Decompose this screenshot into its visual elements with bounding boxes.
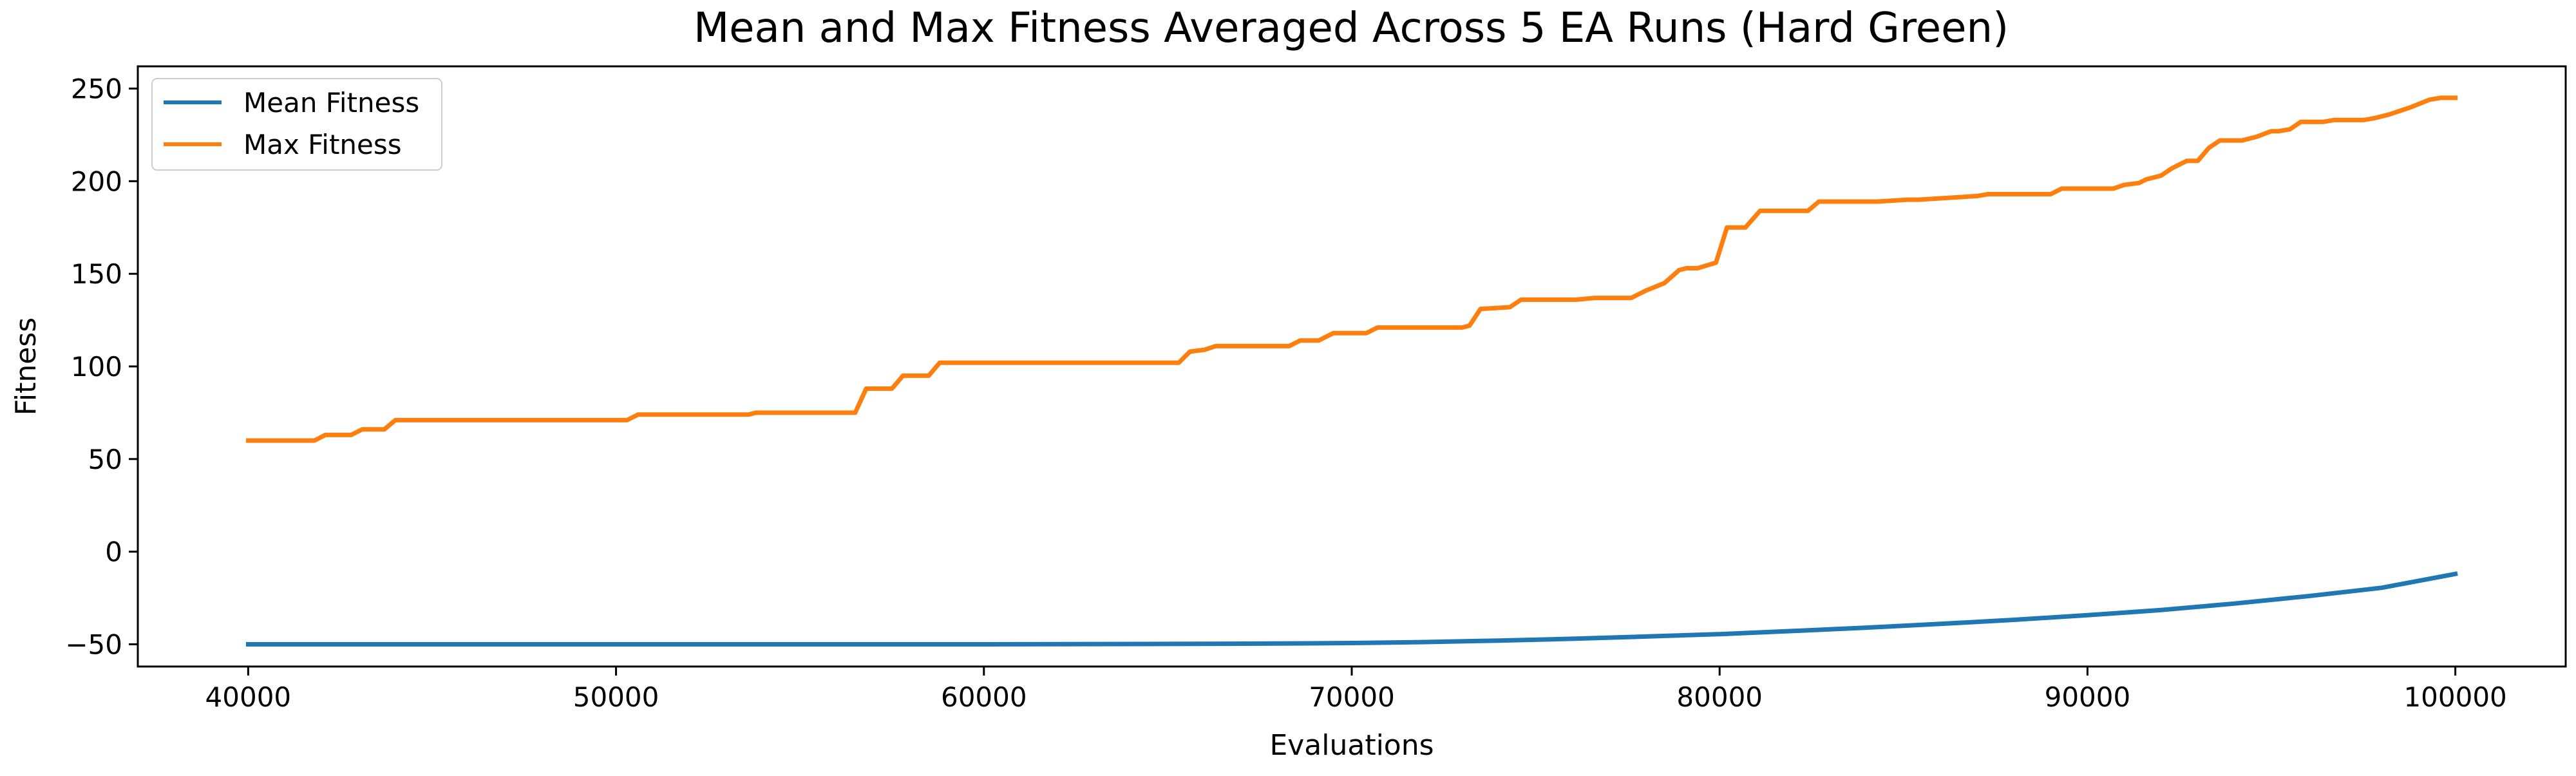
legend-box <box>151 78 442 171</box>
y-tick-label: −50 <box>65 629 122 660</box>
series-line-max-fitness <box>245 95 2458 443</box>
series-line-mean-fitness <box>245 571 2458 647</box>
x-tick-label: 70000 <box>1309 681 1395 713</box>
x-axis-ticks: 40000 50000 60000 70000 80000 90000 100000 <box>205 667 2507 713</box>
x-axis-label: Evaluations <box>1269 729 1434 762</box>
legend-label-max-fitness: Max Fitness <box>243 129 402 160</box>
x-tick-label: 100000 <box>2403 681 2506 713</box>
y-tick-label: 50 <box>88 444 122 475</box>
x-tick-label: 90000 <box>2045 681 2131 713</box>
legend-label-mean-fitness: Mean Fitness <box>243 87 419 118</box>
y-tick-label: 150 <box>71 258 122 290</box>
y-tick-label: 250 <box>71 73 122 105</box>
y-axis-label: Fitness <box>10 317 43 415</box>
x-tick-label: 40000 <box>205 681 292 713</box>
series-layer <box>245 95 2458 647</box>
y-axis-ticks: −50 0 50 100 150 200 250 <box>65 73 138 660</box>
x-tick-label: 80000 <box>1676 681 1763 713</box>
y-tick-label: 100 <box>71 351 122 383</box>
legend: Mean Fitness Max Fitness <box>151 78 442 171</box>
y-tick-label: 0 <box>105 536 122 568</box>
y-tick-label: 200 <box>71 166 122 197</box>
chart-title: Mean and Max Fitness Averaged Across 5 E… <box>694 5 2009 52</box>
x-tick-label: 60000 <box>941 681 1027 713</box>
x-tick-label: 50000 <box>573 681 659 713</box>
